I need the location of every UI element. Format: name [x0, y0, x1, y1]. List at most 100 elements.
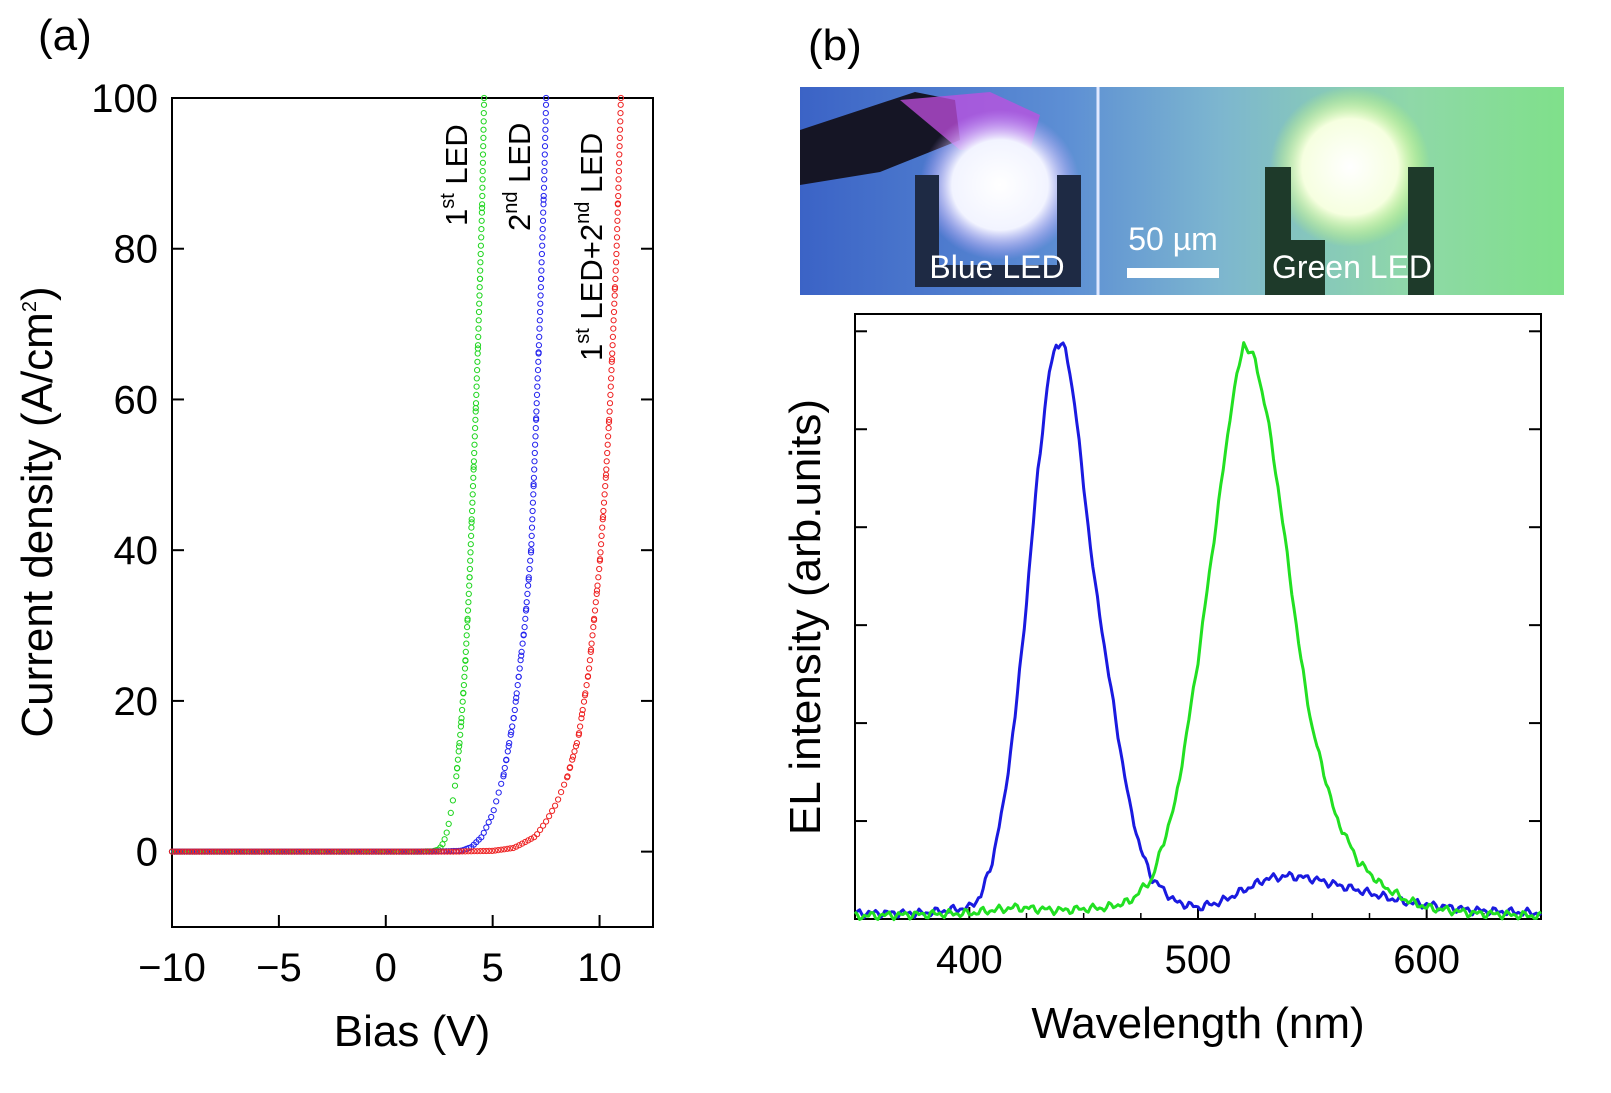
chart-a-point	[518, 652, 525, 659]
chart-a-point	[183, 848, 191, 855]
chart-a-point	[488, 813, 495, 821]
chart-a-point	[456, 740, 463, 747]
chart-a-point	[480, 110, 487, 117]
chart-a-point	[518, 648, 525, 656]
chart-a-point	[417, 848, 424, 855]
chart-a-point	[216, 848, 223, 855]
chart-a-point	[480, 829, 487, 836]
chart-a-point	[605, 419, 613, 426]
chart-a-point	[543, 94, 550, 102]
chart-a-point	[613, 250, 620, 258]
chart-a-point	[513, 690, 520, 697]
chart-a-point	[579, 706, 586, 714]
chart-a-point	[291, 848, 298, 855]
chart-a-point	[450, 848, 457, 855]
chart-a-point	[315, 848, 322, 855]
chart-a-point	[593, 590, 600, 598]
chart-a-point	[490, 807, 497, 814]
chart-a-point	[527, 549, 535, 556]
chart-a-point	[493, 798, 500, 805]
chart-a-ytick-label: 20	[114, 680, 159, 724]
chart-a-point	[561, 781, 568, 788]
chart-a-point	[471, 433, 478, 440]
chart-a-point	[541, 143, 549, 150]
chart-a-point	[530, 474, 538, 481]
chart-a-point	[480, 118, 487, 125]
chart-a-point	[498, 780, 505, 787]
chart-a-point	[586, 665, 593, 672]
chart-a-point	[458, 715, 465, 722]
chart-a-point	[474, 350, 481, 357]
chart-a-point	[529, 499, 537, 506]
chart-a-point	[189, 848, 197, 855]
chart-a-point	[464, 615, 471, 622]
chart-a-point	[477, 242, 484, 249]
chart-a-xtick-label: 5	[482, 946, 504, 990]
chart-a-point	[467, 557, 474, 564]
chart-a-point	[468, 532, 475, 540]
chart-a-point	[605, 425, 612, 432]
chart-a-point	[472, 408, 479, 415]
chart-a-point	[533, 408, 540, 415]
chart-a-point	[615, 192, 622, 200]
chart-a-point	[294, 848, 301, 855]
chart-a-point	[529, 516, 536, 523]
chart-a-point	[524, 590, 531, 598]
chart-a-point	[480, 134, 487, 141]
chart-a-point	[485, 819, 492, 826]
chart-a-point	[612, 267, 619, 274]
chart-a-series-3	[168, 94, 625, 855]
chart-a-point	[530, 481, 537, 488]
chart-a-point	[479, 192, 486, 200]
chart-a-point	[345, 848, 352, 855]
chart-a-point	[582, 690, 589, 697]
chart-a-point	[478, 209, 485, 216]
chart-a-point	[536, 333, 543, 340]
chart-a-series-2	[168, 94, 550, 855]
chart-a-point	[608, 375, 615, 382]
chart-a-point	[534, 383, 541, 390]
chart-a-point	[476, 300, 483, 307]
chart-a-point	[479, 184, 486, 191]
chart-a-point	[390, 848, 397, 855]
chart-a-point	[535, 358, 542, 365]
chart-a-point	[504, 845, 511, 852]
chart-b-series	[853, 341, 1542, 922]
chart-a-point	[439, 841, 446, 848]
chart-a-point	[538, 259, 545, 266]
chart-a-point	[542, 118, 549, 125]
chart-a-point	[566, 764, 573, 772]
chart-a-point	[471, 441, 478, 448]
chart-a-point	[532, 441, 539, 448]
chart-a-point	[531, 458, 538, 465]
chart-a-point	[594, 582, 601, 589]
chart-a-point	[591, 615, 598, 622]
chart-a-point	[451, 782, 459, 789]
chart-b-line-2	[853, 341, 1542, 922]
chart-a-point	[611, 284, 619, 291]
chart-a-point	[474, 342, 482, 349]
chart-a-point	[309, 848, 316, 855]
chart-a-point	[596, 557, 604, 564]
chart-a-point	[461, 665, 469, 672]
chart-a-point	[616, 134, 623, 141]
chart-a-point	[617, 94, 625, 102]
chart-a-point	[475, 317, 482, 324]
chart-a-point	[411, 848, 418, 855]
chart-a-point	[408, 848, 415, 855]
chart-a-point	[453, 773, 460, 780]
chart-a-point	[429, 848, 436, 855]
chart-a-ylabel: Current density (A/cm2)	[13, 286, 62, 737]
chart-a-point	[369, 848, 376, 855]
chart-a-point	[460, 682, 467, 689]
chart-a-point	[228, 848, 235, 855]
chart-a-point	[435, 848, 442, 855]
chart-a-point	[300, 848, 307, 855]
chart-a-point	[603, 458, 610, 465]
chart-a-point	[607, 383, 614, 390]
chart-a-point	[204, 848, 211, 855]
chart-a-point	[609, 342, 616, 349]
chart-a-point	[586, 657, 594, 664]
chart-a-point	[530, 491, 537, 498]
chart-a-ytick-label: 40	[114, 529, 159, 573]
